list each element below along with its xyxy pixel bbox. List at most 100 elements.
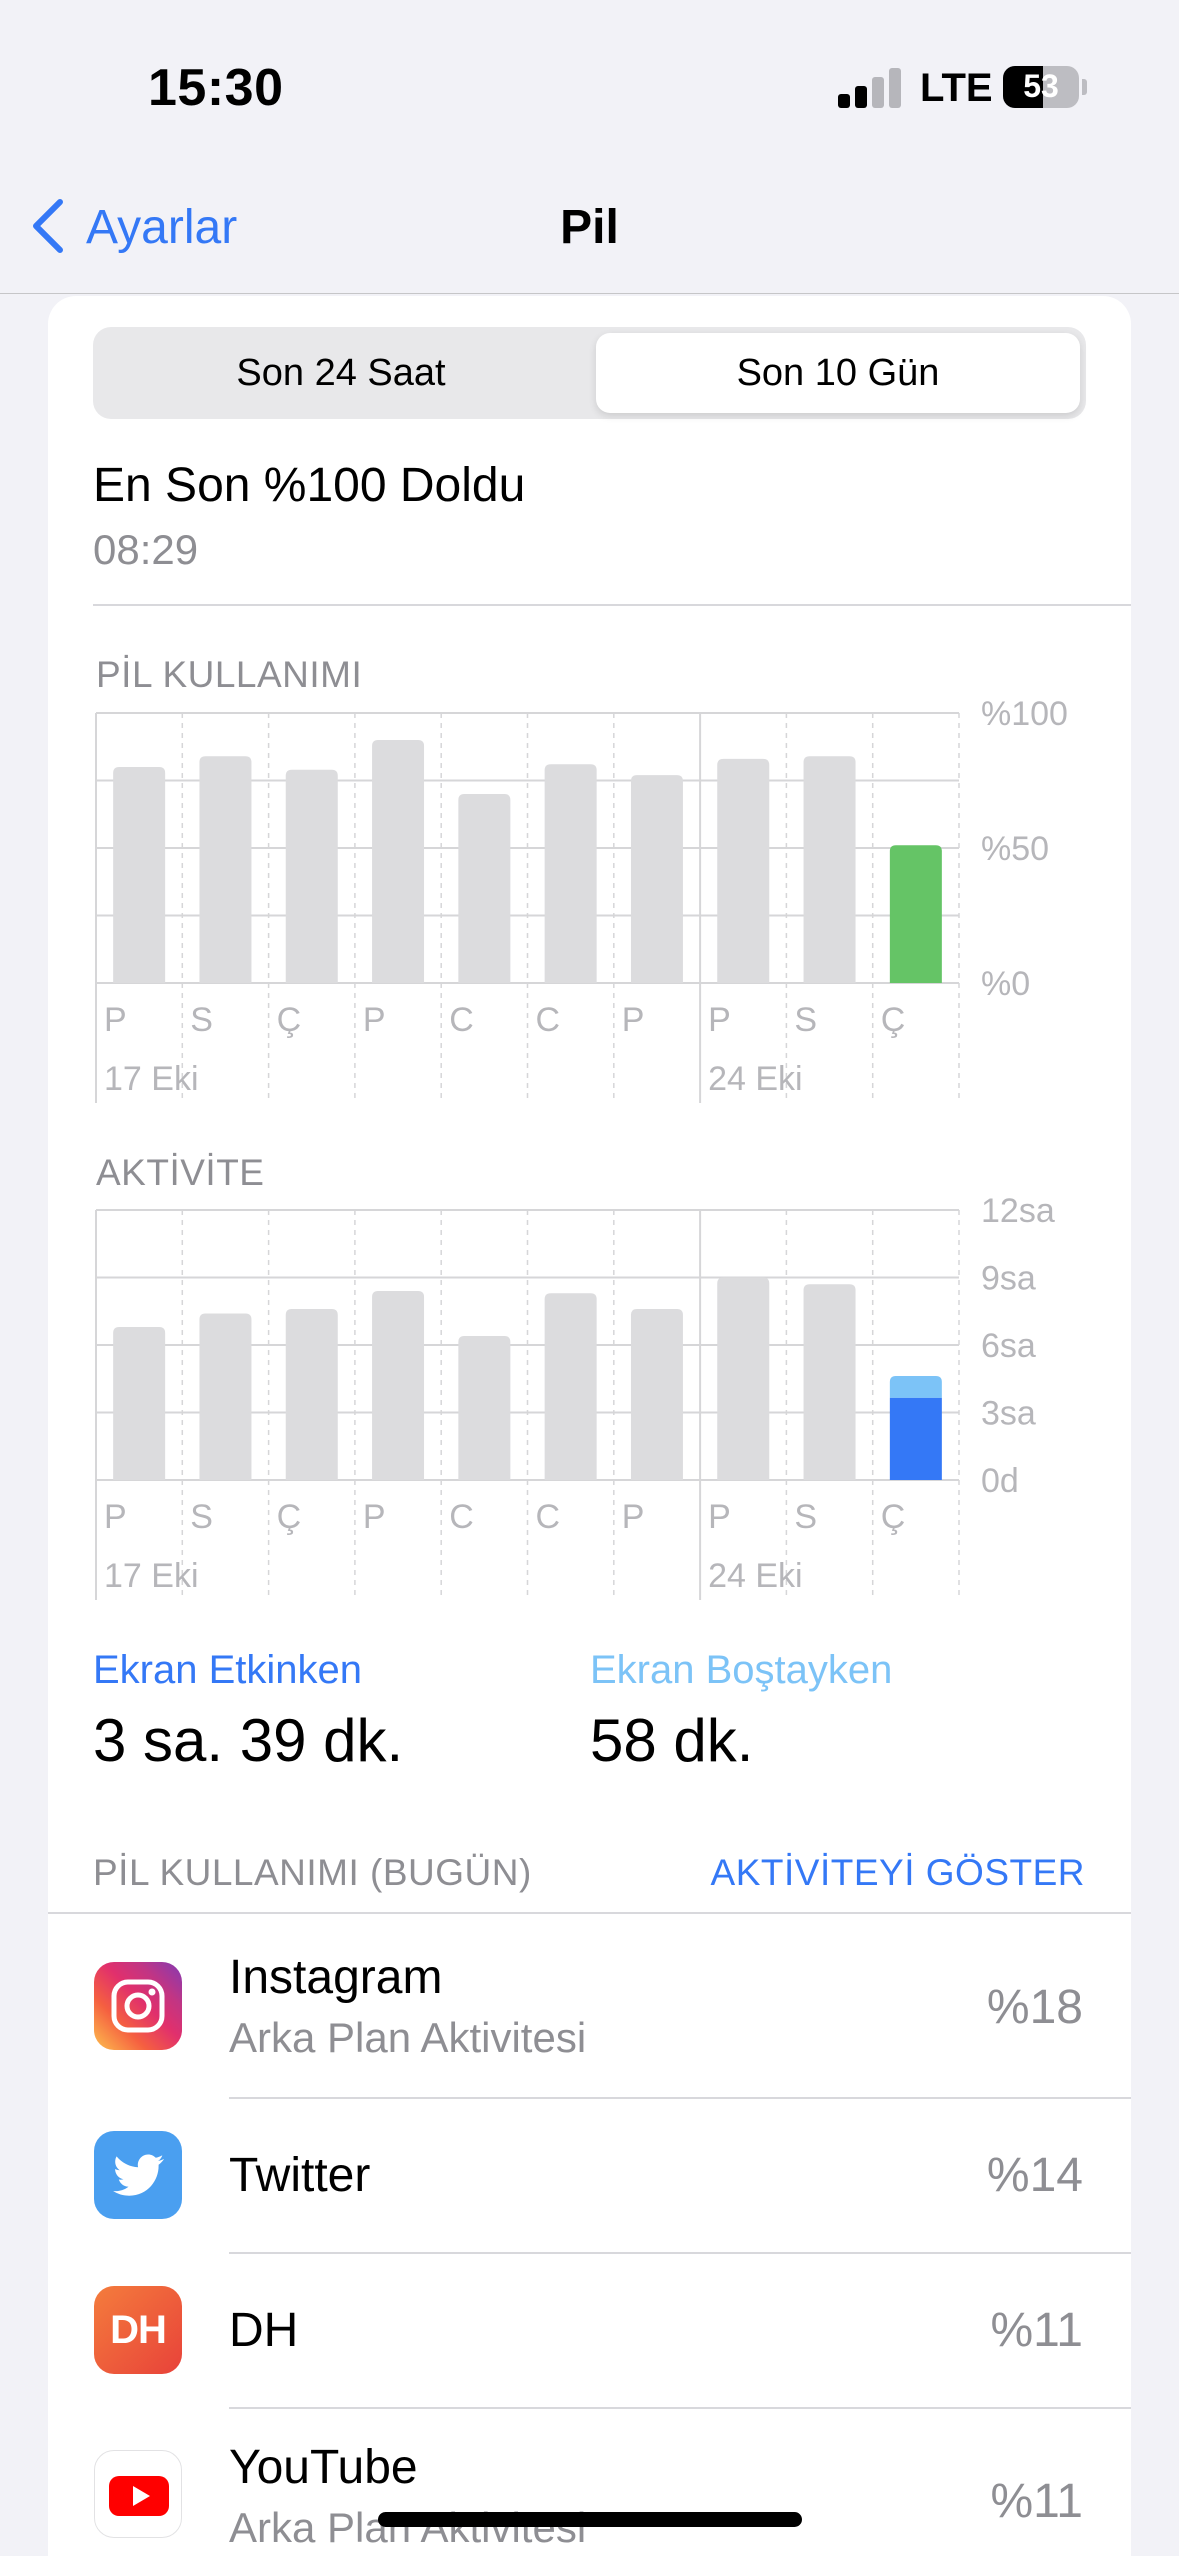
time-range-segmented-control[interactable]: Son 24 Saat Son 10 Gün bbox=[93, 327, 1086, 419]
bar bbox=[630, 775, 683, 983]
divider bbox=[229, 2407, 1131, 2409]
screen-idle-value: 58 dk. bbox=[590, 1707, 754, 1774]
day-label: C bbox=[449, 1498, 474, 1536]
day-label: P bbox=[363, 1001, 386, 1039]
bar bbox=[113, 1327, 166, 1480]
bar bbox=[458, 794, 511, 983]
divider bbox=[229, 2097, 1131, 2099]
day-label: P bbox=[104, 1001, 127, 1039]
date-label: 17 Eki bbox=[104, 1060, 199, 1098]
app-subtitle: Arka Plan Aktivitesi bbox=[229, 2014, 587, 2061]
app-percentage: %18 bbox=[986, 1981, 1083, 2034]
battery-icon: 53 bbox=[1003, 66, 1079, 108]
battery-tip-icon bbox=[1082, 79, 1087, 95]
activity-chart-title: AKTİVİTE bbox=[96, 1152, 265, 1193]
bar bbox=[458, 1336, 511, 1480]
app-name: Twitter bbox=[229, 2149, 371, 2202]
bar bbox=[717, 758, 770, 983]
activity-chart[interactable]: P S Ç P C C P P S Ç 17 Eki 24 Eki 12sa 9sa 6sa 3sa 0d bbox=[0, 1198, 1179, 1608]
bar-screen-active bbox=[889, 1397, 942, 1480]
instagram-icon bbox=[94, 1962, 182, 2050]
day-label: P bbox=[622, 1498, 645, 1536]
segment-last-10-days[interactable]: Son 10 Gün bbox=[596, 333, 1080, 413]
bar bbox=[803, 1284, 856, 1480]
bar bbox=[285, 1309, 338, 1480]
day-label: C bbox=[536, 1498, 561, 1536]
app-row-twitter[interactable]: Twitter %14 bbox=[48, 2098, 1131, 2252]
day-label: C bbox=[449, 1001, 474, 1039]
app-percentage: %14 bbox=[986, 2149, 1083, 2202]
day-label: P bbox=[708, 1498, 731, 1536]
app-name: YouTube bbox=[229, 2441, 418, 2494]
navigation-bar: Ayarlar Pil bbox=[0, 170, 1179, 294]
app-percentage: %11 bbox=[990, 2304, 1083, 2357]
y-tick-label: 0d bbox=[981, 1462, 1019, 1500]
bar-today bbox=[889, 845, 942, 983]
divider bbox=[48, 1912, 1131, 1914]
usage-list-header: PİL KULLANIMI (BUGÜN) bbox=[93, 1852, 532, 1893]
y-tick-label: %50 bbox=[981, 830, 1049, 868]
bar bbox=[199, 756, 252, 983]
day-label: P bbox=[104, 1498, 127, 1536]
day-label: Ç bbox=[881, 1001, 906, 1039]
day-label: P bbox=[708, 1001, 731, 1039]
screen-active-label: Ekran Etkinken bbox=[93, 1648, 363, 1692]
day-label: C bbox=[536, 1001, 561, 1039]
divider bbox=[93, 604, 1131, 606]
bar bbox=[717, 1277, 770, 1480]
app-name: DH bbox=[229, 2304, 299, 2357]
date-label: 17 Eki bbox=[104, 1557, 199, 1595]
day-label: P bbox=[622, 1001, 645, 1039]
back-chevron-icon[interactable] bbox=[28, 196, 70, 256]
day-label: P bbox=[363, 1498, 386, 1536]
day-label: S bbox=[190, 1001, 213, 1039]
home-indicator bbox=[378, 2512, 802, 2527]
app-row-youtube[interactable]: YouTube Arka Plan Aktivitesi %11 bbox=[48, 2408, 1131, 2556]
bar bbox=[544, 1293, 597, 1480]
app-name: Instagram bbox=[229, 1951, 443, 2004]
y-tick-label: 3sa bbox=[981, 1395, 1036, 1433]
dh-icon: DH bbox=[94, 2286, 182, 2374]
status-time: 15:30 bbox=[148, 59, 284, 117]
bar bbox=[803, 756, 856, 983]
day-label: Ç bbox=[277, 1498, 302, 1536]
battery-chart-title: PİL KULLANIMI bbox=[96, 654, 363, 695]
cellular-signal-icon bbox=[838, 66, 902, 108]
twitter-icon bbox=[94, 2131, 182, 2219]
youtube-icon bbox=[94, 2450, 182, 2538]
divider bbox=[229, 2252, 1131, 2254]
last-charge-time: 08:29 bbox=[93, 526, 199, 573]
page-title: Pil bbox=[560, 201, 619, 254]
show-activity-button[interactable]: AKTİVİTEYİ GÖSTER bbox=[710, 1852, 1085, 1893]
app-row-dh[interactable]: DH DH %11 bbox=[48, 2253, 1131, 2407]
day-label: S bbox=[794, 1001, 817, 1039]
bar bbox=[544, 764, 597, 983]
back-button[interactable]: Ayarlar bbox=[86, 201, 238, 254]
bar bbox=[285, 769, 338, 983]
day-label: Ç bbox=[881, 1498, 906, 1536]
app-percentage: %11 bbox=[990, 2475, 1083, 2528]
status-bar: 15:30 LTE 53 bbox=[0, 0, 1179, 170]
segment-last-24-hours[interactable]: Son 24 Saat bbox=[236, 352, 446, 394]
y-tick-label: %100 bbox=[981, 700, 1068, 733]
y-tick-label: 9sa bbox=[981, 1260, 1036, 1298]
bar bbox=[113, 767, 166, 983]
y-tick-label: %0 bbox=[981, 965, 1030, 1003]
screen-idle-label: Ekran Boştayken bbox=[590, 1648, 893, 1692]
bar bbox=[199, 1313, 252, 1480]
screen-active-value: 3 sa. 39 dk. bbox=[93, 1707, 404, 1774]
battery-usage-chart[interactable]: P S Ç P C C P P S Ç 17 Eki 24 Eki %100 %50 %0 bbox=[0, 700, 1179, 1110]
y-tick-label: 12sa bbox=[981, 1198, 1055, 1230]
app-row-instagram[interactable]: Instagram Arka Plan Aktivitesi %18 bbox=[48, 1914, 1131, 2098]
bar bbox=[372, 740, 425, 983]
date-label: 24 Eki bbox=[708, 1557, 803, 1595]
bar bbox=[372, 1291, 425, 1480]
app-subtitle: Arka Plan Aktivitesi bbox=[229, 2504, 587, 2551]
day-label: Ç bbox=[277, 1001, 302, 1039]
date-label: 24 Eki bbox=[708, 1060, 803, 1098]
bar bbox=[630, 1309, 683, 1480]
y-tick-label: 6sa bbox=[981, 1327, 1036, 1365]
network-type: LTE bbox=[920, 66, 993, 110]
bar-screen-idle bbox=[889, 1376, 942, 1398]
battery-percentage: 53 bbox=[1023, 68, 1059, 104]
